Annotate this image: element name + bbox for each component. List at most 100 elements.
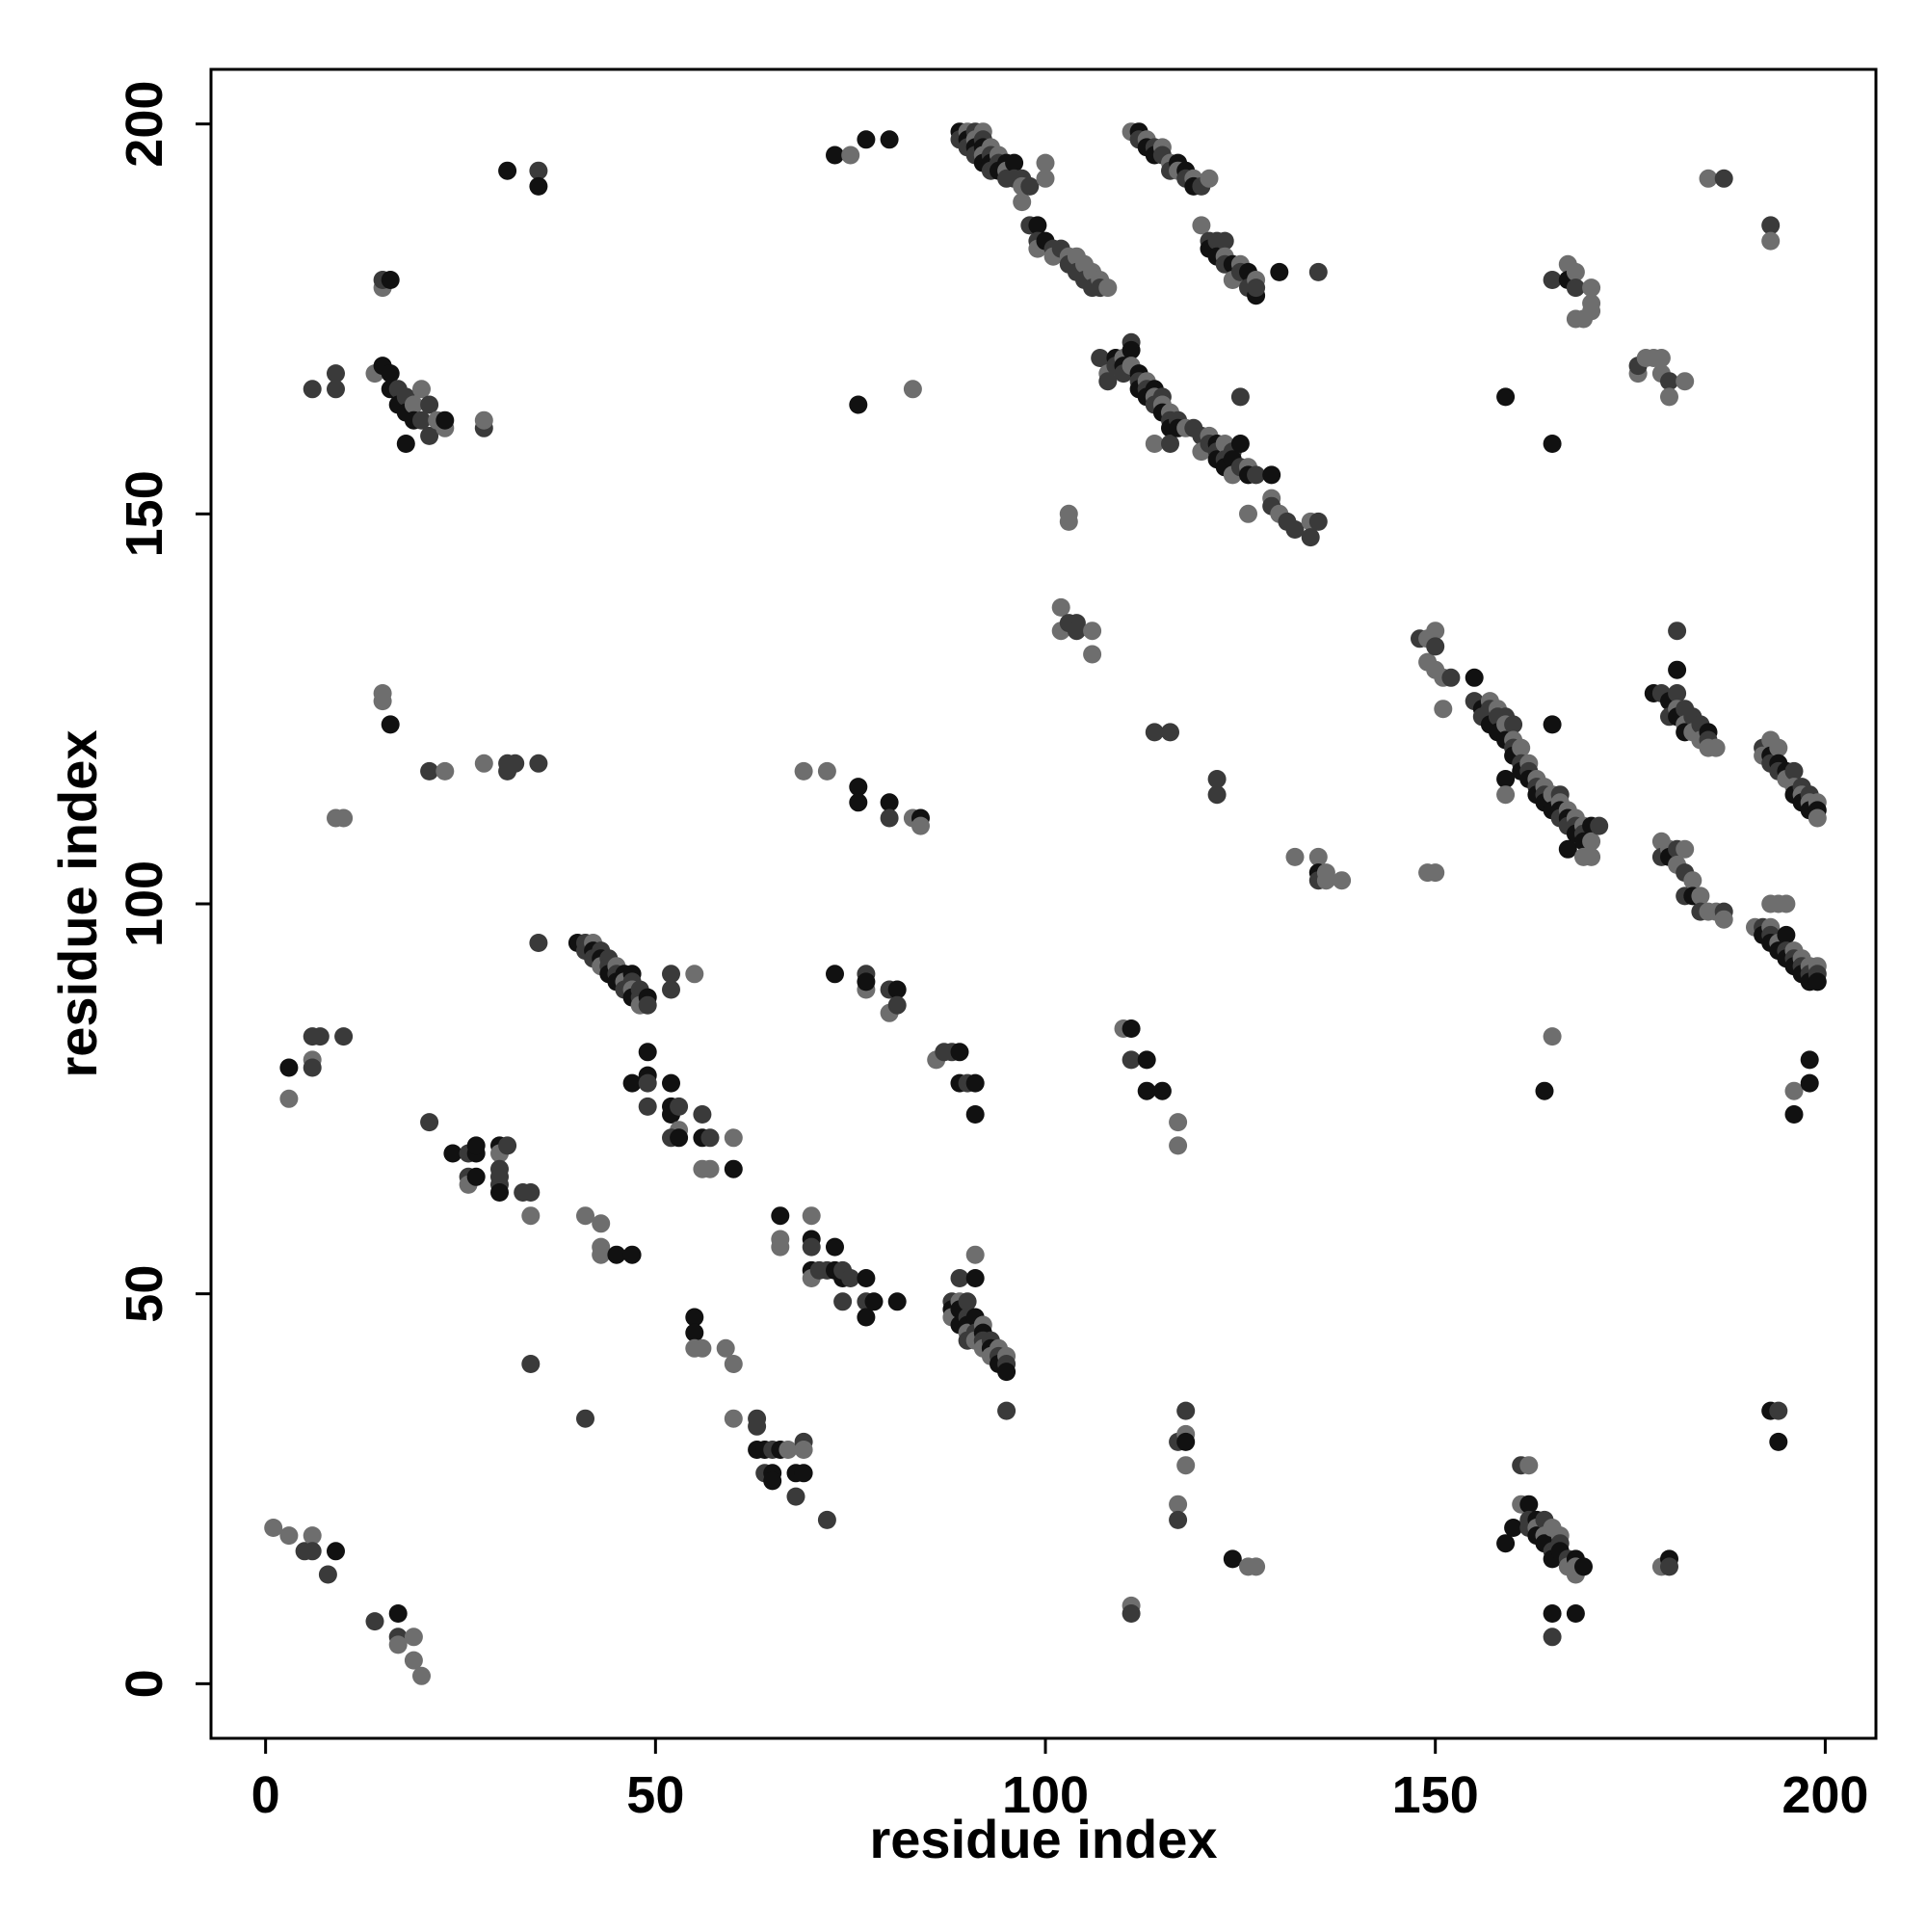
- x-tick-label: 200: [1782, 1766, 1868, 1824]
- data-point: [965, 1073, 985, 1093]
- data-point: [700, 1159, 720, 1178]
- data-point: [1543, 1628, 1562, 1647]
- data-point: [1137, 1081, 1156, 1100]
- data-point: [529, 161, 548, 180]
- data-point: [841, 146, 860, 165]
- data-point: [802, 1206, 821, 1226]
- y-tick-label: 100: [116, 860, 173, 947]
- data-point: [1230, 387, 1250, 407]
- data-point: [474, 410, 493, 430]
- x-tick-label: 50: [626, 1766, 684, 1824]
- data-point: [1582, 302, 1601, 321]
- data-point: [1262, 465, 1281, 485]
- data-point: [841, 1269, 860, 1287]
- data-points: [264, 122, 1827, 1685]
- data-point: [1441, 668, 1461, 687]
- data-point: [443, 1144, 462, 1163]
- data-point: [279, 1526, 299, 1546]
- data-point: [1660, 372, 1678, 391]
- data-point: [849, 793, 868, 812]
- data-point: [857, 1269, 876, 1287]
- data-point: [1714, 169, 1733, 188]
- data-point: [1176, 1432, 1196, 1451]
- data-point: [1308, 262, 1328, 281]
- data-point: [1169, 1495, 1188, 1514]
- data-point: [1668, 684, 1687, 702]
- data-point: [365, 1612, 384, 1631]
- data-point: [381, 715, 400, 734]
- data-point: [1137, 1050, 1156, 1070]
- data-point: [763, 1471, 782, 1491]
- data-point: [802, 1237, 821, 1257]
- data-point: [997, 1363, 1016, 1382]
- data-point: [1051, 597, 1070, 617]
- data-point: [887, 995, 907, 1015]
- y-tick-label: 50: [116, 1265, 173, 1323]
- data-point: [794, 1441, 813, 1459]
- data-point: [1668, 622, 1687, 641]
- data-point: [724, 1409, 743, 1428]
- data-point: [826, 965, 844, 984]
- data-point: [794, 1464, 813, 1483]
- data-point: [1426, 863, 1445, 883]
- data-point: [466, 1167, 486, 1186]
- data-point: [1566, 262, 1585, 281]
- data-point: [1247, 278, 1266, 298]
- data-point: [1784, 1081, 1804, 1100]
- data-point: [592, 1214, 611, 1233]
- y-tick-label: 0: [116, 1669, 173, 1698]
- data-point: [436, 410, 455, 430]
- data-point: [1247, 1557, 1266, 1576]
- data-point: [880, 808, 899, 828]
- data-point: [1152, 1081, 1172, 1100]
- data-point: [506, 754, 525, 773]
- data-point: [1285, 847, 1305, 866]
- data-point: [1036, 169, 1055, 188]
- data-point: [1426, 622, 1445, 641]
- data-point: [1784, 761, 1804, 781]
- data-point: [1504, 1519, 1523, 1537]
- data-point: [670, 1128, 689, 1148]
- data-point: [529, 934, 548, 952]
- data-point: [693, 1338, 712, 1358]
- data-point: [833, 1292, 853, 1311]
- data-point: [1535, 1081, 1554, 1100]
- data-point: [521, 1355, 541, 1373]
- data-point: [279, 1058, 299, 1077]
- data-point: [1098, 278, 1118, 298]
- data-point: [1784, 1105, 1804, 1124]
- data-point: [1333, 871, 1352, 890]
- data-point: [498, 161, 517, 180]
- data-point: [724, 1355, 743, 1373]
- data-point: [1036, 153, 1055, 172]
- data-point: [1247, 465, 1266, 485]
- x-axis-title: residue index: [869, 1809, 1217, 1869]
- data-point: [638, 1097, 657, 1116]
- data-point: [965, 1245, 985, 1264]
- data-point: [1308, 512, 1328, 531]
- data-point: [1207, 770, 1227, 788]
- data-point: [1020, 176, 1040, 196]
- data-point: [887, 1292, 907, 1311]
- data-point: [1207, 785, 1227, 805]
- data-point: [420, 761, 439, 781]
- data-point: [1169, 1510, 1188, 1529]
- data-point: [1067, 622, 1086, 641]
- data-point: [1761, 231, 1781, 251]
- data-point: [1192, 216, 1211, 235]
- data-point: [779, 1441, 798, 1459]
- data-point: [1005, 153, 1024, 172]
- data-point: [1543, 1604, 1562, 1623]
- data-point: [1651, 349, 1671, 367]
- data-point: [662, 980, 680, 999]
- data-point: [1176, 1456, 1196, 1475]
- y-tick-label: 200: [116, 81, 173, 168]
- data-point: [420, 426, 439, 445]
- data-point: [771, 1206, 790, 1226]
- data-point: [1176, 1401, 1196, 1420]
- data-point: [1223, 1549, 1242, 1569]
- data-point: [1496, 1534, 1516, 1553]
- data-point: [1800, 1073, 1819, 1093]
- data-point: [466, 1136, 486, 1155]
